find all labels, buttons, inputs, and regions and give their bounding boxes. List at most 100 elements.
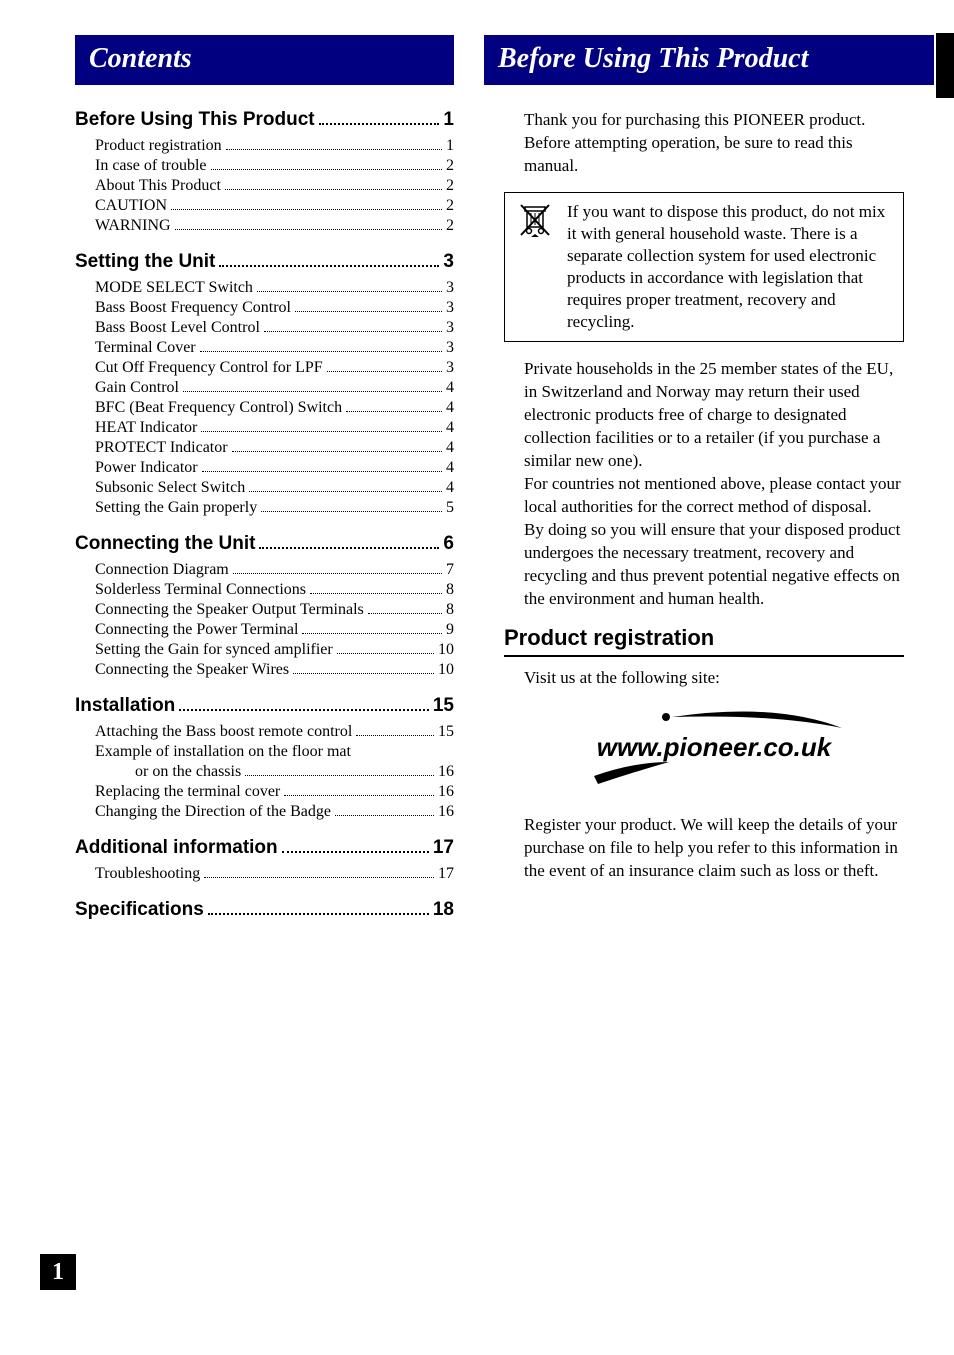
toc-item: WARNING 2 bbox=[75, 217, 454, 235]
toc-item-label: Attaching the Bass boost remote control bbox=[95, 723, 352, 741]
toc-dots bbox=[202, 471, 442, 472]
toc-item: MODE SELECT Switch 3 bbox=[75, 279, 454, 297]
toc-section-title: Connecting the Unit bbox=[75, 533, 255, 555]
toc-dots bbox=[211, 169, 442, 170]
toc-item-label: Connecting the Speaker Wires bbox=[95, 661, 289, 679]
toc-item-page: 3 bbox=[446, 359, 454, 377]
toc-container: Before Using This Product 1 Product regis… bbox=[75, 109, 454, 921]
toc-dots bbox=[295, 311, 442, 312]
toc-item-label: Setting the Gain properly bbox=[95, 499, 257, 517]
toc-item-page: 5 bbox=[446, 499, 454, 517]
logo-area: www.pioneer.co.uk bbox=[524, 704, 904, 794]
toc-item: Connecting the Speaker Wires 10 bbox=[75, 661, 454, 679]
toc-dots bbox=[335, 815, 434, 816]
toc-item: PROTECT Indicator 4 bbox=[75, 439, 454, 457]
toc-item-page: 10 bbox=[438, 641, 454, 659]
toc-item-label: Changing the Direction of the Badge bbox=[95, 803, 331, 821]
right-column: Before Using This Product Thank you for … bbox=[504, 35, 904, 927]
toc-section-page: 6 bbox=[443, 533, 454, 555]
toc-item: HEAT Indicator 4 bbox=[75, 419, 454, 437]
toc-item-page: 9 bbox=[446, 621, 454, 639]
toc-item: Changing the Direction of the Badge 16 bbox=[75, 803, 454, 821]
toc-section-header: Specifications 18 bbox=[75, 899, 454, 921]
toc-item: Connecting the Power Terminal 9 bbox=[75, 621, 454, 639]
toc-item-continuation: or on the chassis 16 bbox=[75, 763, 454, 781]
toc-item-label: WARNING bbox=[95, 217, 171, 235]
logo-url-text: www.pioneer.co.uk bbox=[597, 732, 833, 762]
toc-item: CAUTION 2 bbox=[75, 197, 454, 215]
toc-dots bbox=[226, 149, 442, 150]
toc-dots bbox=[232, 451, 442, 452]
toc-section-page: 1 bbox=[443, 109, 454, 131]
toc-item-label: Subsonic Select Switch bbox=[95, 479, 245, 497]
toc-item-label: HEAT Indicator bbox=[95, 419, 197, 437]
toc-dots bbox=[264, 331, 442, 332]
toc-item-page: 2 bbox=[446, 217, 454, 235]
toc-item: Bass Boost Level Control 3 bbox=[75, 319, 454, 337]
toc-section-page: 17 bbox=[433, 837, 454, 859]
toc-item-label: Gain Control bbox=[95, 379, 179, 397]
toc-item: Power Indicator 4 bbox=[75, 459, 454, 477]
toc-dots bbox=[249, 491, 442, 492]
intro-text: Thank you for purchasing this PIONEER pr… bbox=[504, 109, 904, 178]
toc-dots bbox=[282, 851, 429, 853]
toc-dots bbox=[225, 189, 442, 190]
toc-section-title: Before Using This Product bbox=[75, 109, 315, 131]
toc-item-page: 2 bbox=[446, 177, 454, 195]
toc-section-page: 15 bbox=[433, 695, 454, 717]
toc-item-label: Terminal Cover bbox=[95, 339, 196, 357]
toc-dots bbox=[327, 371, 442, 372]
toc-item-label: Cut Off Frequency Control for LPF bbox=[95, 359, 323, 377]
toc-item-label: or on the chassis bbox=[135, 763, 241, 781]
toc-item-label: PROTECT Indicator bbox=[95, 439, 228, 457]
toc-item: Troubleshooting 17 bbox=[75, 865, 454, 883]
toc-item: Cut Off Frequency Control for LPF 3 bbox=[75, 359, 454, 377]
toc-dots bbox=[310, 593, 442, 594]
toc-item: Gain Control 4 bbox=[75, 379, 454, 397]
toc-item-page: 2 bbox=[446, 157, 454, 175]
toc-item-label: Product registration bbox=[95, 137, 222, 155]
toc-item: Connecting the Speaker Output Terminals … bbox=[75, 601, 454, 619]
toc-item-page: 4 bbox=[446, 439, 454, 457]
disposal-text: If you want to dispose this product, do … bbox=[567, 201, 893, 334]
toc-item: Setting the Gain properly 5 bbox=[75, 499, 454, 517]
toc-item-page: 1 bbox=[446, 137, 454, 155]
toc-item: Setting the Gain for synced amplifier 10 bbox=[75, 641, 454, 659]
registration-header: Product registration bbox=[504, 625, 904, 657]
contents-header: Contents bbox=[75, 35, 454, 85]
toc-item: Subsonic Select Switch 4 bbox=[75, 479, 454, 497]
toc-item-page: 15 bbox=[438, 723, 454, 741]
toc-item-label: Bass Boost Frequency Control bbox=[95, 299, 291, 317]
toc-item-page: 4 bbox=[446, 399, 454, 417]
toc-item: Solderless Terminal Connections 8 bbox=[75, 581, 454, 599]
left-column: Contents Before Using This Product 1 Prod… bbox=[75, 35, 454, 927]
toc-item: Replacing the terminal cover 16 bbox=[75, 783, 454, 801]
toc-item-page: 4 bbox=[446, 479, 454, 497]
toc-section-header: Additional information 17 bbox=[75, 837, 454, 859]
toc-item-page: 3 bbox=[446, 279, 454, 297]
toc-dots bbox=[200, 351, 442, 352]
toc-dots bbox=[175, 229, 442, 230]
toc-dots bbox=[284, 795, 434, 796]
toc-item-label: Connection Diagram bbox=[95, 561, 229, 579]
toc-item-page: 17 bbox=[438, 865, 454, 883]
toc-item-label: Power Indicator bbox=[95, 459, 198, 477]
side-tab bbox=[936, 33, 954, 98]
toc-dots bbox=[346, 411, 442, 412]
visit-text: Visit us at the following site: bbox=[504, 667, 904, 690]
toc-section-header: Before Using This Product 1 bbox=[75, 109, 454, 131]
toc-section-title: Additional information bbox=[75, 837, 278, 859]
toc-item-page: 3 bbox=[446, 339, 454, 357]
toc-item-page: 16 bbox=[438, 783, 454, 801]
toc-dots bbox=[204, 877, 434, 878]
toc-section-title: Setting the Unit bbox=[75, 251, 215, 273]
before-using-header: Before Using This Product bbox=[484, 35, 934, 85]
toc-section-page: 18 bbox=[433, 899, 454, 921]
toc-item-label: In case of trouble bbox=[95, 157, 207, 175]
toc-item-label: Replacing the terminal cover bbox=[95, 783, 280, 801]
toc-item-page: 7 bbox=[446, 561, 454, 579]
toc-dots bbox=[171, 209, 442, 210]
disposal-notice: If you want to dispose this product, do … bbox=[504, 192, 904, 343]
toc-item-label: Solderless Terminal Connections bbox=[95, 581, 306, 599]
toc-item: Terminal Cover 3 bbox=[75, 339, 454, 357]
